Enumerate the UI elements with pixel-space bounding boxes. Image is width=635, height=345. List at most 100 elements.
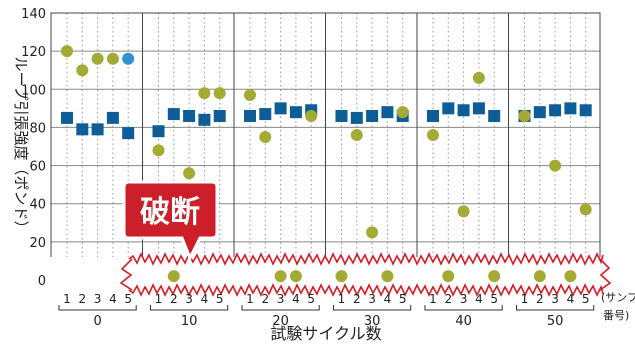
sample-tick-label: 4: [109, 292, 117, 306]
data-point-circle: [183, 167, 196, 180]
sample-tick-label: 1: [155, 292, 163, 306]
break-edge-right: [599, 258, 612, 291]
data-point-square: [381, 106, 394, 119]
sample-number-label: (サンプル 番号): [601, 291, 635, 322]
sample-group-bracket: [516, 305, 595, 311]
y-tick-label: 120: [21, 45, 46, 60]
data-point-square: [549, 104, 562, 117]
data-point-circle: [396, 106, 409, 119]
sample-tick-label: 1: [63, 292, 71, 306]
data-point-circle: [61, 45, 73, 58]
sample-tick-label: 3: [277, 292, 285, 306]
y-tick-label: 60: [29, 160, 46, 175]
cycle-tick-label: 40: [455, 314, 472, 329]
data-point-square: [442, 102, 455, 115]
data-point-square: [213, 109, 226, 122]
sample-tick-label: 3: [460, 292, 468, 306]
data-point-circle: [579, 203, 592, 216]
cycle-tick-label: 30: [364, 314, 381, 329]
data-point-circle: [472, 71, 485, 84]
cycle-tick-label: 20: [272, 314, 289, 329]
break-zone: [49, 252, 612, 297]
data-point-circle: [213, 87, 226, 100]
data-point-circle: [274, 270, 287, 283]
sample-group-bracket: [424, 305, 503, 311]
break-edge-bottom: [128, 283, 604, 297]
data-point-circle: [91, 52, 104, 65]
sample-tick-label: 5: [216, 292, 224, 306]
sample-tick-label: 4: [384, 292, 392, 306]
sample-tick-label: 4: [292, 292, 300, 306]
sample-group-bracket: [333, 305, 412, 311]
sample-tick-label: 5: [582, 292, 590, 306]
data-point-circle: [198, 87, 211, 100]
data-point-square: [244, 109, 256, 122]
callout-bubble: [122, 180, 219, 262]
data-point-circle: [564, 270, 577, 283]
data-point-square: [274, 102, 287, 115]
data-point-circle: [152, 144, 165, 157]
cycle-tick-label: 10: [181, 314, 198, 329]
data-point-square: [289, 106, 302, 119]
sample-tick-label: 5: [307, 292, 315, 306]
sample-tick-label: 5: [124, 292, 132, 306]
data-point-circle: [457, 205, 470, 218]
sample-group-bracket: [58, 305, 137, 311]
y-tick-label: 20: [29, 236, 46, 251]
sample-tick-label: 5: [490, 292, 498, 306]
data-point-circle: [366, 226, 379, 239]
data-point-square: [152, 125, 165, 138]
break-edge-left: [119, 258, 133, 291]
sample-tick-label: 2: [170, 292, 178, 306]
data-point-square: [488, 109, 501, 122]
data-point-square: [198, 113, 211, 126]
y-tick-label: 80: [29, 121, 46, 136]
sample-tick-label: 4: [567, 292, 575, 306]
break-callout: 破断: [122, 180, 219, 262]
x-axis-label: 試験サイクル数: [270, 324, 381, 343]
sample-tick-label: 2: [261, 292, 269, 306]
y-axis-label: ループ引張強度（ポンド）: [12, 56, 30, 235]
data-point-circle: [427, 129, 439, 142]
data-point-circle: [259, 130, 272, 143]
data-point-circle: [533, 270, 546, 283]
grid: [51, 13, 600, 280]
cycle-tick-label: 0: [93, 314, 101, 329]
data-point-square: [122, 127, 135, 140]
sample-tick-label: 1: [246, 292, 254, 306]
break-zone-fill: [49, 257, 602, 292]
data-point-circle: [76, 64, 89, 77]
data-point-square: [106, 111, 119, 124]
data-point-circle: [549, 159, 562, 172]
data-point-square: [91, 123, 104, 136]
data-point-circle: [244, 89, 256, 102]
data-point-square: [61, 111, 73, 124]
data-point-circle: [289, 270, 302, 283]
sample-tick-label: 1: [429, 292, 437, 306]
data-point-square: [457, 104, 470, 117]
data-point-circle: [167, 270, 180, 283]
data-point-circle: [488, 270, 501, 283]
data-point-square: [167, 108, 180, 121]
data-point-square: [427, 109, 439, 122]
data-point-square: [350, 111, 363, 124]
sample-tick-label: 4: [475, 292, 483, 306]
data-point-circle: [518, 109, 531, 122]
cycle-tick-label: 50: [547, 314, 564, 329]
sample-tick-label: 3: [551, 292, 559, 306]
sample-tick-label: 2: [78, 292, 86, 306]
sample-number-label-line1: (サンプル: [601, 291, 635, 304]
data-point-circle: [122, 52, 135, 65]
data-point-circle: [442, 270, 455, 283]
data-point-square: [183, 109, 196, 122]
break-edge-top: [128, 252, 604, 266]
sample-tick-label: 2: [536, 292, 544, 306]
sample-tick-label: 3: [368, 292, 376, 306]
data-point-circle: [350, 129, 363, 142]
sample-tick-label: 3: [94, 292, 102, 306]
sample-number-label-line2: 番号): [603, 309, 629, 322]
data-point-square: [533, 106, 546, 119]
data-point-circle: [335, 270, 348, 283]
